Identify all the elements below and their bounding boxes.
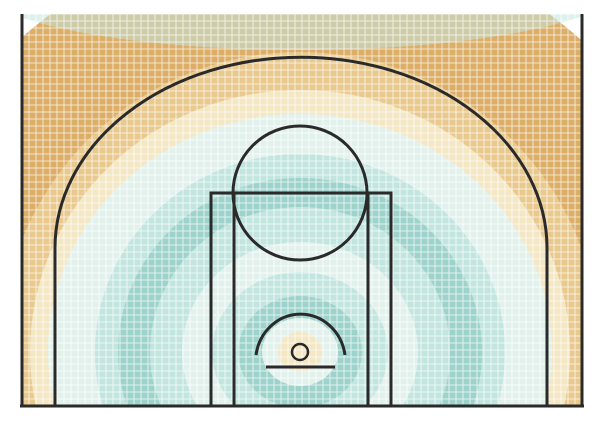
free-throw-circle [231, 124, 369, 262]
restricted-area-arc [254, 312, 347, 356]
rim [290, 342, 310, 362]
grid-lines [22, 14, 582, 406]
inner-lane [232, 191, 370, 408]
three-point-arc [53, 55, 549, 249]
court-lines [20, 14, 584, 408]
heat-zone-11 [278, 332, 322, 372]
heatmap-grid [22, 14, 582, 406]
